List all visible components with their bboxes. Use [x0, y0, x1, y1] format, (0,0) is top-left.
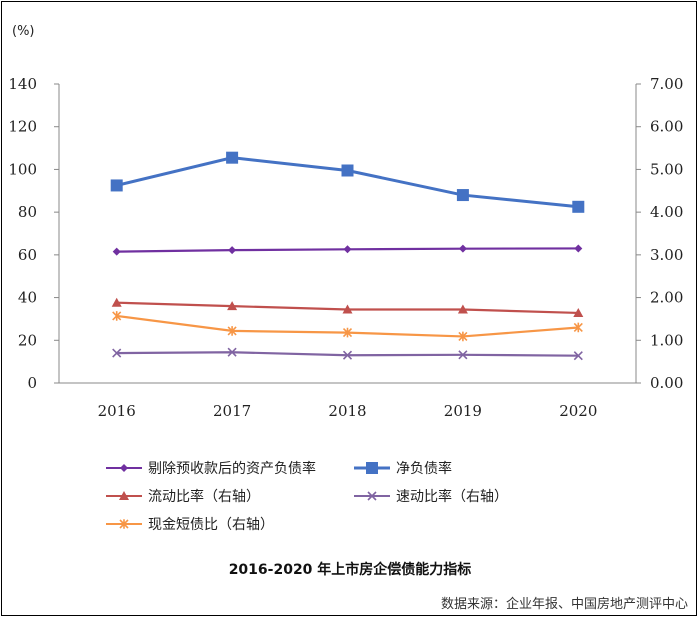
left-tick-label: 0	[27, 374, 37, 392]
left-tick-label: 80	[18, 203, 37, 221]
legend-item: 现金短债比（右轴）	[106, 517, 274, 533]
x-tick-label: 2018	[328, 402, 366, 420]
data-point	[573, 307, 584, 317]
data-point	[112, 348, 122, 358]
data-point	[573, 351, 583, 361]
x-tick-label: 2017	[213, 402, 251, 420]
x-tick-label: 2020	[559, 402, 597, 420]
data-point	[227, 347, 237, 357]
right-tick-label: 3.00	[650, 246, 683, 264]
left-tick-label: 140	[8, 75, 37, 93]
legend-item: 剔除预收款后的资产负债率	[106, 460, 316, 477]
legend-marker	[119, 519, 129, 529]
source-note: 数据来源：企业年报、中国房地产测评中心	[441, 596, 688, 612]
series-5	[112, 311, 583, 342]
legend-label: 现金短债比（右轴）	[148, 517, 274, 533]
data-point	[458, 350, 468, 360]
data-point	[573, 322, 583, 333]
data-point	[456, 189, 469, 202]
right-tick-label: 7.00	[650, 75, 683, 93]
legend-marker	[120, 464, 128, 472]
data-point	[226, 151, 239, 164]
data-point	[227, 326, 237, 336]
axes: 0 20 40 60 80 100 120 140 0.00 1.00 2.00 3.00 4.00 5.…	[8, 75, 683, 420]
right-tick-label: 0.00	[650, 374, 683, 392]
right-tick-label: 5.00	[650, 160, 683, 178]
data-point	[457, 304, 468, 314]
left-tick-label: 60	[18, 246, 37, 264]
left-tick-label: 40	[18, 289, 37, 307]
data-point	[227, 301, 238, 311]
right-tick-label: 1.00	[650, 331, 683, 349]
series-3	[111, 297, 584, 317]
chart-title: 2016-2020 年上市房企偿债能力指标	[229, 561, 472, 578]
data-point	[342, 327, 353, 338]
legend-marker	[366, 462, 378, 474]
data-point	[341, 164, 354, 177]
left-tick-label: 100	[8, 160, 37, 178]
x-tick-label: 2019	[444, 402, 482, 420]
data-point	[574, 244, 583, 253]
series-4	[112, 347, 583, 361]
left-tick-label: 120	[8, 118, 37, 136]
legend-marker	[119, 491, 129, 500]
legend-item: 流动比率（右轴）	[106, 488, 260, 505]
data-point	[228, 246, 237, 255]
legend-label: 流动比率（右轴）	[148, 488, 260, 505]
legend-label: 速动比率（右轴）	[396, 488, 508, 505]
right-tick-label: 6.00	[650, 118, 683, 136]
x-tick-label: 2016	[98, 402, 136, 420]
series-1	[112, 244, 583, 256]
data-point	[342, 350, 353, 360]
data-point	[112, 247, 121, 256]
legend-item: 净负债率	[354, 460, 452, 477]
data-point	[110, 179, 123, 192]
legend-item: 速动比率（右轴）	[354, 488, 508, 505]
legend-marker	[367, 491, 377, 501]
data-point	[343, 245, 352, 254]
data-point	[572, 200, 585, 213]
series-layer	[110, 151, 585, 361]
left-tick-label: 20	[18, 331, 37, 349]
data-point	[112, 311, 122, 321]
right-tick-label: 4.00	[650, 203, 683, 221]
data-point	[111, 297, 122, 307]
legend-label: 净负债率	[396, 460, 452, 477]
data-point	[342, 304, 353, 314]
data-point	[458, 244, 467, 253]
series-2	[110, 151, 585, 213]
data-point	[458, 331, 468, 342]
y-unit-label: (%)	[12, 24, 35, 39]
legend-label: 剔除预收款后的资产负债率	[148, 460, 316, 477]
right-tick-label: 2.00	[650, 289, 683, 307]
